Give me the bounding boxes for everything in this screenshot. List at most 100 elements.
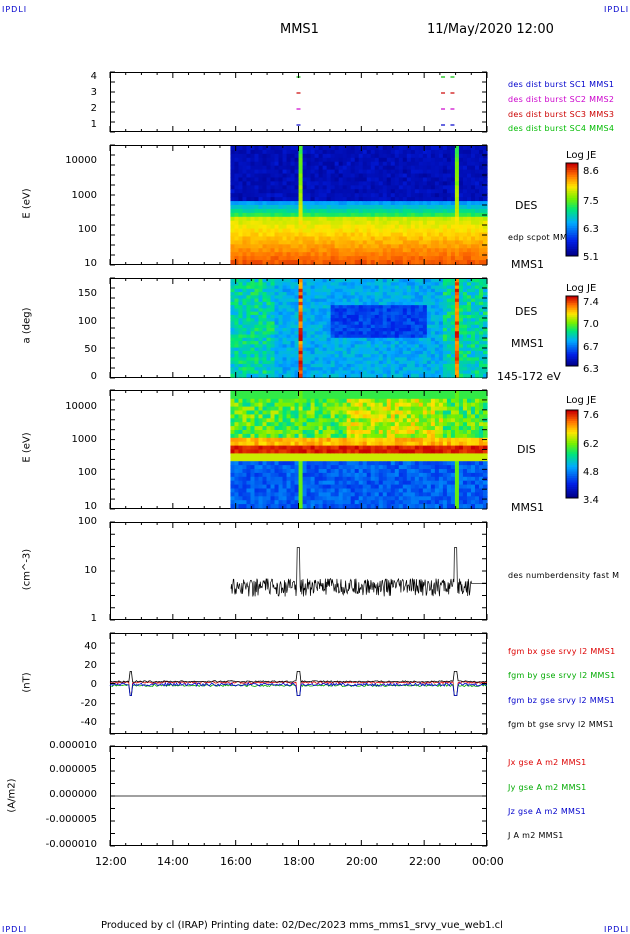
des-pitch-spectrogram-cell xyxy=(390,337,396,342)
des-pitch-spectrogram-cell xyxy=(302,308,308,313)
des-pitch-spectrogram-cell xyxy=(386,357,392,362)
des-pitch-spectrogram-cell xyxy=(294,295,300,300)
des-pitch-spectrogram-cell xyxy=(366,350,372,355)
des-pitch-spectrogram-cell xyxy=(242,334,248,339)
des-energy-spectrogram-cell xyxy=(394,173,400,179)
des-pitch-spectrogram-cell xyxy=(342,373,348,378)
dis-energy-spectrogram-cell xyxy=(310,426,316,431)
des-pitch-spectrogram-cell xyxy=(370,288,376,293)
des-energy-spectrogram-cell xyxy=(478,201,484,206)
des-pitch-spectrogram-cell xyxy=(286,341,292,345)
dis-energy-spectrogram-cell xyxy=(330,426,336,431)
des-energy-spectrogram-cell xyxy=(318,165,324,171)
des-energy-spectrogram-cell xyxy=(378,165,384,171)
des-energy-spectrogram-cell xyxy=(250,185,256,190)
des-pitch-spectrogram-cell xyxy=(382,314,388,319)
des-energy-spectrogram-cell xyxy=(298,232,304,238)
dis-energy-spectrogram-cell xyxy=(286,418,292,423)
des-pitch-spectrogram-cell xyxy=(286,301,292,306)
des-pitch-spectrogram-cell xyxy=(458,370,464,375)
des-energy-spectrogram-cell xyxy=(246,220,252,226)
des-pitch-spectrogram-cell xyxy=(366,298,372,303)
des-energy-spectrogram-cell xyxy=(322,244,328,249)
dis-energy-spectrogram-cell xyxy=(350,449,356,454)
des-energy-spectrogram-cell xyxy=(410,153,416,159)
des-energy-spectrogram-cell xyxy=(430,212,436,218)
dis-energy-spectrogram-cell xyxy=(322,433,328,439)
des-pitch-spectrogram-cell xyxy=(482,308,488,313)
des-energy-spectrogram-cell xyxy=(314,201,320,206)
des-pitch-spectrogram-cell xyxy=(450,324,456,329)
des-pitch-spectrogram-cell xyxy=(314,311,320,316)
des-pitch-spectrogram-cell xyxy=(286,344,292,349)
des-energy-spectrogram-cell xyxy=(270,224,276,230)
des-energy-spectrogram-cell xyxy=(306,165,312,171)
dis-energy-spectrogram-cell xyxy=(274,414,280,419)
des-energy-spectrogram-cell xyxy=(446,165,452,171)
des-pitch-spectrogram-cell xyxy=(238,360,244,365)
dis-energy-spectrogram-cell xyxy=(282,410,288,415)
dis-energy-spectrogram-cell xyxy=(326,469,332,474)
des-pitch-spectrogram-cell xyxy=(462,314,468,319)
des-energy-spectrogram-cell xyxy=(442,240,448,245)
des-pitch-spectrogram-cell xyxy=(422,331,428,336)
des-pitch-spectrogram-cell xyxy=(378,318,384,323)
des-energy-spectrogram-cell xyxy=(258,181,264,186)
des-pitch-spectrogram-cell xyxy=(230,357,236,362)
des-energy-spectrogram-cell xyxy=(422,228,428,234)
des-energy-spectrogram-cell xyxy=(390,193,396,198)
des-pitch-spectrogram-cell xyxy=(474,347,480,352)
des-pitch-spectrogram-cell xyxy=(386,363,392,368)
des-energy-spectrogram-cell xyxy=(278,201,284,206)
dis-energy-spectrogram-cell xyxy=(254,402,260,408)
dis-energy-label-dis: DIS xyxy=(517,443,536,456)
des-energy-spectrogram-cell xyxy=(458,232,464,238)
dis-energy-spectrogram-cell xyxy=(242,449,248,454)
des-energy-colorbar-segment xyxy=(566,249,578,252)
des-energy-spectrogram-cell xyxy=(290,208,296,214)
des-energy-spectrogram-cell xyxy=(470,173,476,179)
datetime-title: 11/May/2020 12:00 xyxy=(427,22,554,37)
dis-energy-spectrogram-cell xyxy=(302,406,308,412)
des-pitch-spectrogram-cell xyxy=(302,334,308,339)
des-pitch-spectrogram-cell xyxy=(246,341,252,345)
des-pitch-colorbar-segment xyxy=(566,311,578,314)
dis-energy-cbar-tick: 7.6 xyxy=(583,410,599,421)
des-energy-spectrogram-cell xyxy=(466,181,472,186)
des-energy-spectrogram-cell xyxy=(230,260,236,265)
des-pitch-spectrogram-cell xyxy=(246,360,252,365)
des-pitch-spectrogram-cell xyxy=(470,337,476,342)
des-energy-spectrogram-cell xyxy=(458,181,464,186)
des-energy-spectrogram-cell xyxy=(322,232,328,238)
des-pitch-spectrogram-cell xyxy=(310,301,316,306)
des-energy-spectrogram-cell xyxy=(374,146,380,151)
des-energy-spectrogram-cell xyxy=(306,236,312,241)
dis-energy-spectrogram-cell xyxy=(310,445,316,451)
des-pitch-spectrogram-cell xyxy=(286,298,292,303)
des-energy-spectrogram-cell xyxy=(406,201,412,206)
des-energy-spectrogram-cell xyxy=(354,161,360,167)
dis-energy-spectrogram-cell xyxy=(266,472,272,478)
des-pitch-spectrogram-cell xyxy=(470,295,476,300)
des-energy-spectrogram-cell xyxy=(326,149,332,155)
dis-energy-spectrogram-cell xyxy=(306,426,312,431)
dis-energy-spectrogram-cell xyxy=(314,476,320,482)
des-energy-spectrogram-cell xyxy=(426,165,432,171)
des-energy-spectrogram-cell xyxy=(390,232,396,238)
des-energy-spectrogram-cell xyxy=(266,185,272,190)
des-energy-spectrogram-cell xyxy=(478,177,484,182)
des-energy-spectrogram-cell xyxy=(354,212,360,218)
dis-energy-spectrogram-cell xyxy=(270,410,276,415)
des-energy-spectrogram-cell xyxy=(314,161,320,167)
des-energy-spectrogram-cell xyxy=(414,149,420,155)
des-pitch-spectrogram-cell xyxy=(346,288,352,293)
des-pitch-spectrogram-cell xyxy=(398,324,404,329)
des-energy-spectrogram-cell xyxy=(454,161,460,167)
dis-energy-colorbar-segment xyxy=(566,434,578,437)
des-energy-spectrogram-cell xyxy=(266,193,272,198)
des-pitch-spectrogram-cell xyxy=(338,344,344,349)
des-pitch-spectrogram-cell xyxy=(370,334,376,339)
des-pitch-spectrogram-cell xyxy=(298,350,304,355)
des-energy-spectrogram-cell xyxy=(478,173,484,179)
des-energy-spectrogram-cell xyxy=(270,173,276,179)
